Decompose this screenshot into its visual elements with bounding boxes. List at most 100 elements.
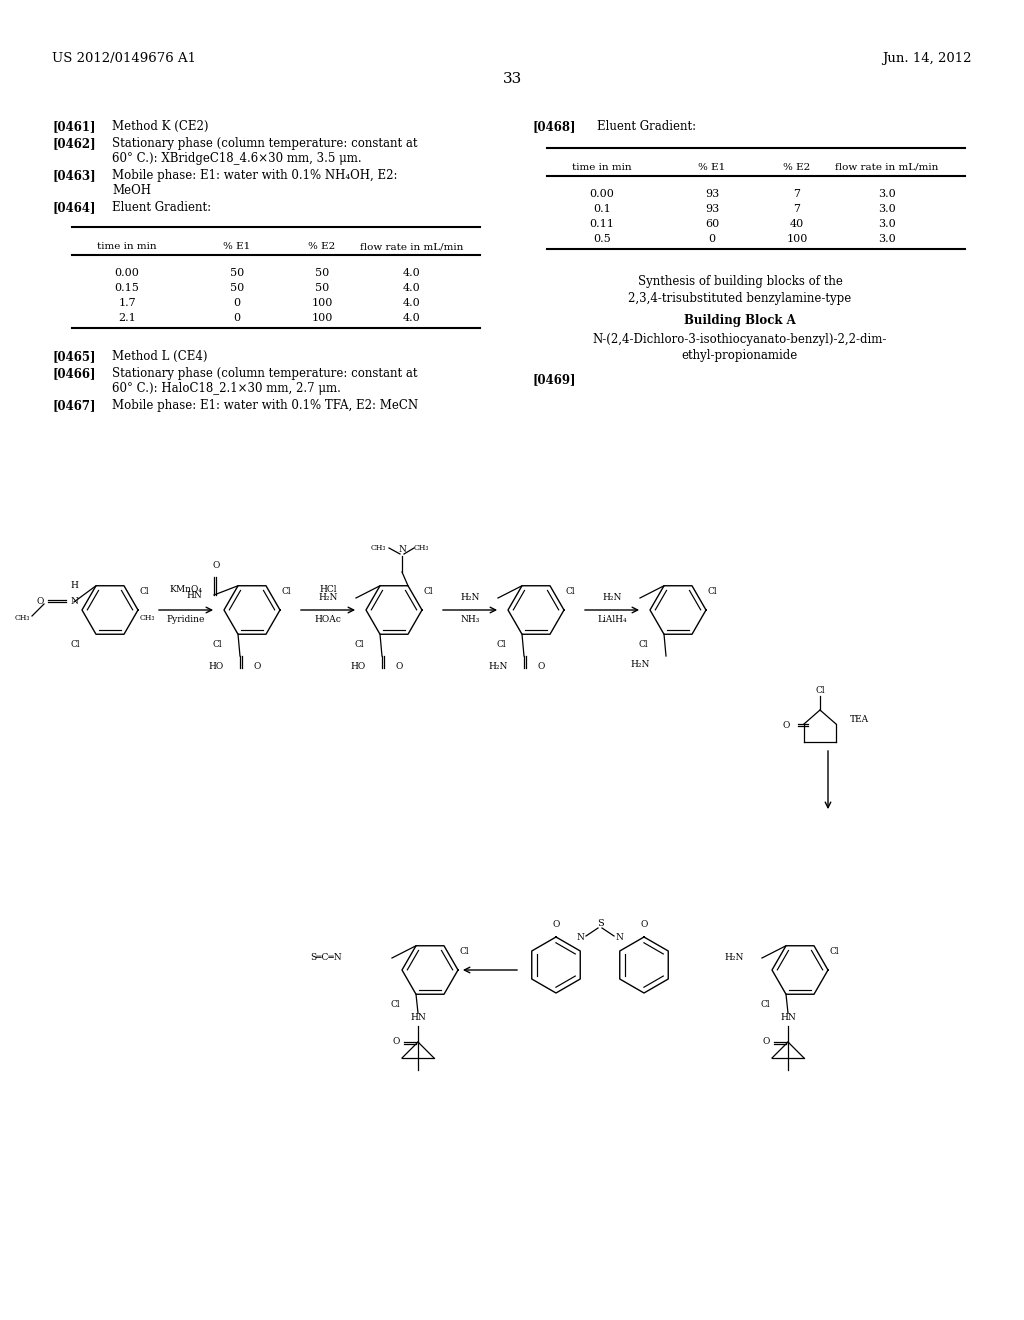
Text: HO: HO <box>209 663 224 671</box>
Text: H₂N: H₂N <box>631 660 650 669</box>
Text: CH₃: CH₃ <box>414 544 429 552</box>
Text: [0467]: [0467] <box>52 399 95 412</box>
Text: O: O <box>392 1038 400 1047</box>
Text: 7: 7 <box>794 189 801 199</box>
Text: 4.0: 4.0 <box>403 282 421 293</box>
Text: % E1: % E1 <box>698 162 726 172</box>
Text: Eluent Gradient:: Eluent Gradient: <box>112 201 211 214</box>
Text: % E2: % E2 <box>783 162 811 172</box>
Text: 50: 50 <box>229 282 244 293</box>
Text: O: O <box>552 920 560 929</box>
Text: CH₃: CH₃ <box>14 614 30 622</box>
Text: 0.00: 0.00 <box>115 268 139 279</box>
Text: HCl: HCl <box>319 585 337 594</box>
Text: Method K (CE2): Method K (CE2) <box>112 120 209 133</box>
Text: flow rate in mL/min: flow rate in mL/min <box>836 162 939 172</box>
Text: Cl: Cl <box>424 587 433 597</box>
Text: LiAlH₄: LiAlH₄ <box>597 615 627 624</box>
Text: US 2012/0149676 A1: US 2012/0149676 A1 <box>52 51 196 65</box>
Text: S═C═N: S═C═N <box>310 953 342 962</box>
Text: Pyridine: Pyridine <box>167 615 205 624</box>
Text: 100: 100 <box>311 313 333 323</box>
Text: O: O <box>538 663 546 671</box>
Text: Cl: Cl <box>354 640 364 649</box>
Text: TEA: TEA <box>850 715 869 725</box>
Text: O: O <box>782 722 790 730</box>
Text: Mobile phase: E1: water with 0.1% NH₄OH, E2:: Mobile phase: E1: water with 0.1% NH₄OH,… <box>112 169 397 182</box>
Text: 1.7: 1.7 <box>118 298 136 308</box>
Text: HN: HN <box>780 1012 796 1022</box>
Text: 100: 100 <box>311 298 333 308</box>
Text: 60: 60 <box>705 219 719 228</box>
Text: flow rate in mL/min: flow rate in mL/min <box>360 242 464 251</box>
Text: H₂N: H₂N <box>318 594 338 602</box>
Text: Cl: Cl <box>282 587 292 597</box>
Text: 0: 0 <box>709 234 716 244</box>
Text: Eluent Gradient:: Eluent Gradient: <box>597 120 696 133</box>
Text: Method L (CE4): Method L (CE4) <box>112 350 208 363</box>
Text: [0464]: [0464] <box>52 201 95 214</box>
Text: 4.0: 4.0 <box>403 268 421 279</box>
Text: N: N <box>577 933 584 942</box>
Text: 4.0: 4.0 <box>403 298 421 308</box>
Text: NH₃: NH₃ <box>461 615 479 624</box>
Text: 0.5: 0.5 <box>593 234 611 244</box>
Text: O: O <box>212 561 220 570</box>
Text: N: N <box>70 598 78 606</box>
Text: 3.0: 3.0 <box>879 205 896 214</box>
Text: H₂N: H₂N <box>488 663 508 671</box>
Text: O: O <box>396 663 403 671</box>
Text: Synthesis of building blocks of the: Synthesis of building blocks of the <box>638 275 843 288</box>
Text: N: N <box>616 933 624 942</box>
Text: Jun. 14, 2012: Jun. 14, 2012 <box>883 51 972 65</box>
Text: O: O <box>640 920 648 929</box>
Text: [0462]: [0462] <box>52 137 95 150</box>
Text: Cl: Cl <box>212 640 222 649</box>
Text: 40: 40 <box>790 219 804 228</box>
Text: HOAc: HOAc <box>314 615 341 624</box>
Text: Mobile phase: E1: water with 0.1% TFA, E2: MeCN: Mobile phase: E1: water with 0.1% TFA, E… <box>112 399 418 412</box>
Text: O: O <box>763 1038 770 1047</box>
Text: Cl: Cl <box>830 946 840 956</box>
Text: Cl: Cl <box>638 640 648 649</box>
Text: Cl: Cl <box>815 686 824 696</box>
Text: O: O <box>36 598 44 606</box>
Text: O: O <box>254 663 261 671</box>
Text: Stationary phase (column temperature: constant at: Stationary phase (column temperature: co… <box>112 137 418 150</box>
Text: [0466]: [0466] <box>52 367 95 380</box>
Text: 3.0: 3.0 <box>879 219 896 228</box>
Text: HN: HN <box>411 1012 426 1022</box>
Text: H₂N: H₂N <box>725 953 744 962</box>
Text: Building Block A: Building Block A <box>684 314 796 327</box>
Text: [0468]: [0468] <box>532 120 575 133</box>
Text: ethyl-propionamide: ethyl-propionamide <box>682 348 798 362</box>
Text: 93: 93 <box>705 205 719 214</box>
Text: 50: 50 <box>229 268 244 279</box>
Text: H₂N: H₂N <box>603 594 622 602</box>
Text: 0.15: 0.15 <box>115 282 139 293</box>
Text: 60° C.): XBridgeC18_4.6×30 mm, 3.5 μm.: 60° C.): XBridgeC18_4.6×30 mm, 3.5 μm. <box>112 152 361 165</box>
Text: KMnO₄: KMnO₄ <box>170 585 203 594</box>
Text: time in min: time in min <box>572 162 632 172</box>
Text: CH₃: CH₃ <box>140 614 156 622</box>
Text: Cl: Cl <box>140 587 150 597</box>
Text: 2,3,4-trisubstituted benzylamine-type: 2,3,4-trisubstituted benzylamine-type <box>629 292 852 305</box>
Text: Cl: Cl <box>761 1001 770 1008</box>
Text: N: N <box>398 545 406 554</box>
Text: 0.00: 0.00 <box>590 189 614 199</box>
Text: Cl: Cl <box>390 1001 400 1008</box>
Text: % E2: % E2 <box>308 242 336 251</box>
Text: Cl: Cl <box>566 587 575 597</box>
Text: 33: 33 <box>503 73 521 86</box>
Text: [0461]: [0461] <box>52 120 95 133</box>
Text: CH₃: CH₃ <box>371 544 386 552</box>
Text: S: S <box>597 919 603 928</box>
Text: 7: 7 <box>794 205 801 214</box>
Text: time in min: time in min <box>97 242 157 251</box>
Text: H₂N: H₂N <box>461 594 480 602</box>
Text: HN: HN <box>186 590 202 599</box>
Text: 2.1: 2.1 <box>118 313 136 323</box>
Text: Cl: Cl <box>497 640 506 649</box>
Text: 50: 50 <box>314 282 329 293</box>
Text: H: H <box>70 581 78 590</box>
